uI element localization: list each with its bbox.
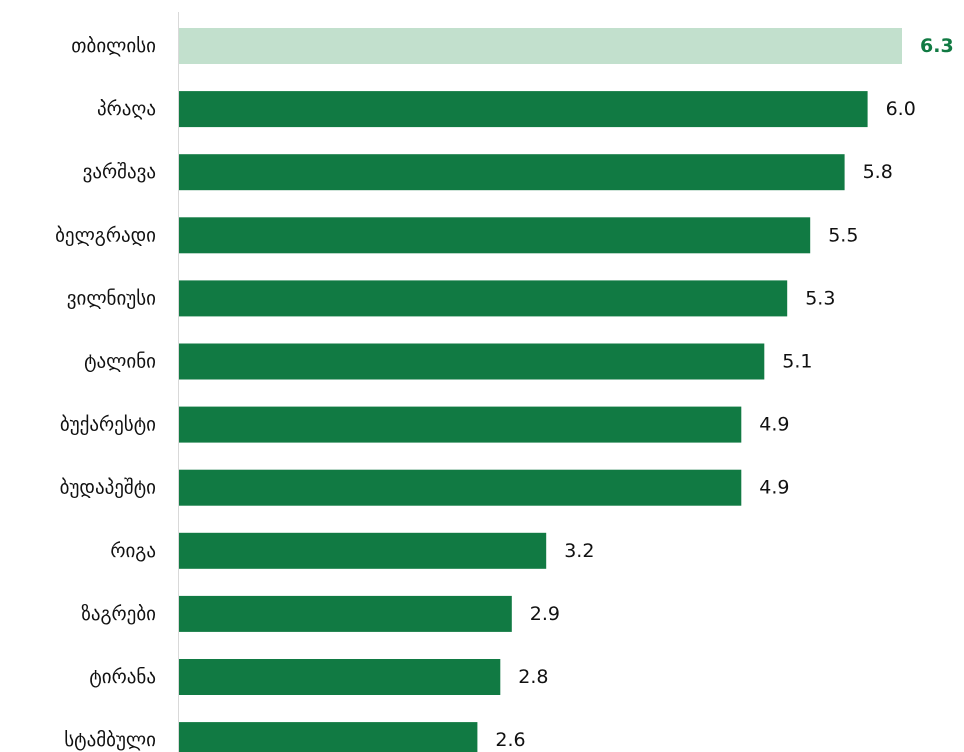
category-label: ვარშავა [83, 161, 156, 183]
value-label: 2.9 [530, 603, 560, 625]
category-label: ბელგრადი [55, 224, 156, 246]
category-label: ბუქარესტი [60, 414, 156, 436]
bar-6 [179, 406, 742, 443]
value-label: 6.3 [920, 35, 954, 57]
category-label: სტამბული [64, 729, 156, 751]
bar-4 [179, 280, 788, 317]
value-label: 4.9 [759, 477, 789, 499]
bar-10 [179, 659, 501, 695]
category-label: ვილნიუსი [67, 287, 156, 309]
value-label: 3.2 [564, 540, 594, 562]
category-label: ზაგრები [81, 603, 156, 625]
bar-0 [179, 28, 902, 64]
category-label: თბილისი [71, 35, 156, 57]
value-label: 5.8 [863, 161, 893, 183]
bar-9 [179, 595, 512, 632]
value-labels-group: 6.3 6.0 5.8 5.5 5.3 5.1 4.9 4.9 3.2 2.9 2.8 2.6 [495, 35, 953, 751]
bars-group [179, 28, 902, 752]
value-label: 6.0 [886, 98, 916, 120]
bar-11 [179, 722, 478, 752]
category-label: რიგა [110, 540, 156, 562]
bar-2 [179, 154, 845, 191]
bar-7 [179, 469, 742, 506]
value-label: 2.6 [495, 729, 525, 751]
value-label: 5.3 [805, 287, 835, 309]
category-label: ბუდაპეშტი [60, 477, 156, 499]
bar-1 [179, 91, 868, 128]
category-labels-group: თბილისი პრაღა ვარშავა ბელგრადი ვილნიუსი ტალინ… [55, 35, 156, 751]
category-label: პრაღა [97, 98, 156, 120]
value-label: 5.1 [782, 351, 812, 373]
category-label: ტირანა [89, 666, 156, 688]
category-label: ტალინი [84, 351, 156, 373]
value-label: 2.8 [518, 666, 548, 688]
bar-3 [179, 217, 811, 254]
bar-8 [179, 532, 547, 569]
value-label: 5.5 [828, 224, 858, 246]
bar-5 [179, 343, 765, 380]
value-label: 4.9 [759, 414, 789, 436]
